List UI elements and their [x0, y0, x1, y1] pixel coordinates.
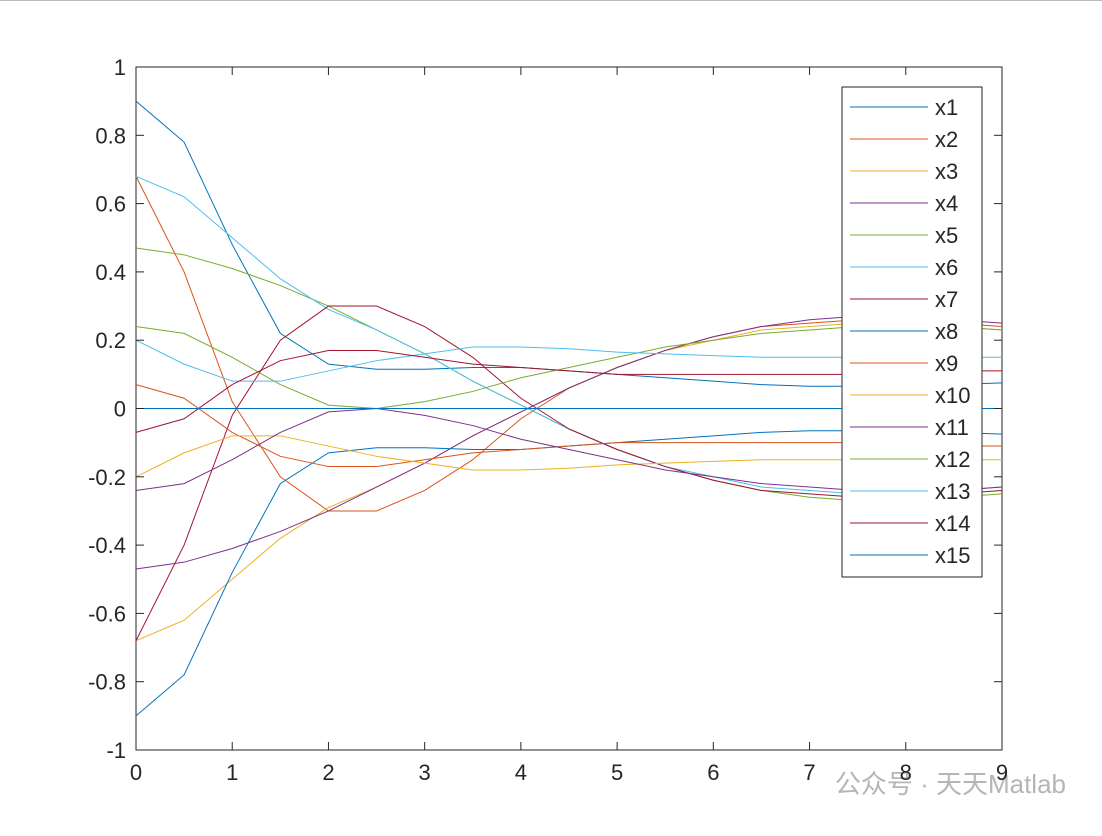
legend-label: x9: [935, 351, 958, 376]
y-tick-label: -0.6: [88, 601, 126, 626]
x-tick-label: 1: [226, 760, 238, 785]
x-tick-label: 7: [803, 760, 815, 785]
legend-label: x12: [935, 447, 970, 472]
legend-label: x1: [935, 95, 958, 120]
legend-label: x13: [935, 479, 970, 504]
y-tick-label: 0.8: [95, 123, 126, 148]
legend-label: x15: [935, 543, 970, 568]
legend-label: x3: [935, 159, 958, 184]
y-tick-label: 1: [114, 55, 126, 80]
x-tick-label: 3: [419, 760, 431, 785]
x-tick-label: 4: [515, 760, 527, 785]
y-tick-label: -1: [106, 738, 126, 763]
y-tick-label: 0.4: [95, 260, 126, 285]
legend-label: x6: [935, 255, 958, 280]
x-tick-label: 0: [130, 760, 142, 785]
x-tick-label: 8: [900, 760, 912, 785]
legend-label: x10: [935, 383, 970, 408]
legend-label: x4: [935, 191, 958, 216]
legend-label: x2: [935, 127, 958, 152]
y-tick-label: -0.2: [88, 465, 126, 490]
y-tick-label: 0.2: [95, 328, 126, 353]
y-tick-label: 0: [114, 397, 126, 422]
y-tick-label: 0.6: [95, 192, 126, 217]
x-tick-label: 6: [707, 760, 719, 785]
x-tick-label: 2: [322, 760, 334, 785]
legend-label: x11: [935, 415, 969, 440]
legend-label: x8: [935, 319, 958, 344]
legend-label: x5: [935, 223, 958, 248]
watermark: 公众号 · 天天Matlab: [835, 769, 1066, 799]
x-tick-label: 5: [611, 760, 623, 785]
x-tick-label: 9: [996, 760, 1008, 785]
y-tick-label: -0.4: [88, 533, 126, 558]
legend-label: x14: [935, 511, 970, 536]
y-tick-label: -0.8: [88, 670, 126, 695]
legend-label: x7: [935, 287, 958, 312]
legend-box: [841, 86, 983, 578]
